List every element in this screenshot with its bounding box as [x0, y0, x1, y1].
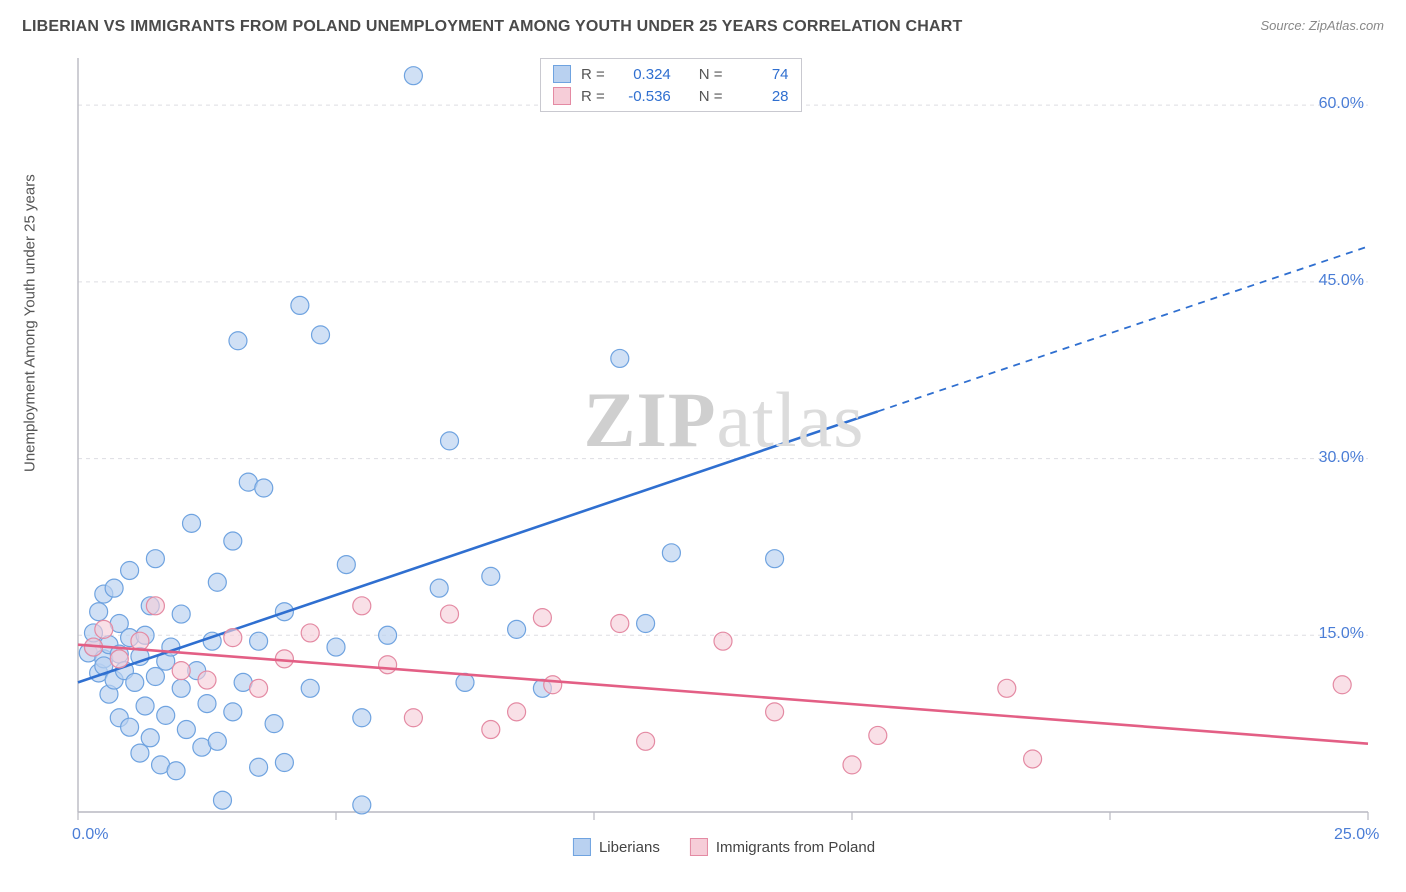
- page-title: LIBERIAN VS IMMIGRANTS FROM POLAND UNEMP…: [22, 18, 963, 36]
- series-legend: Liberians Immigrants from Poland: [573, 838, 875, 856]
- y-tick-label: 15.0%: [1294, 625, 1364, 643]
- stats-row-series-1: R = -0.536 N = 28: [553, 85, 789, 107]
- y-tick-label: 45.0%: [1294, 272, 1364, 290]
- correlation-chart: Unemployment Among Youth under 25 years …: [22, 52, 1384, 892]
- x-tick-label: 25.0%: [1334, 826, 1379, 844]
- legend-item-series-0: Liberians: [573, 838, 660, 856]
- x-tick-label: 0.0%: [72, 826, 108, 844]
- swatch-series-0: [553, 65, 571, 83]
- plot-area: ZIPatlas R = 0.324 N = 74 R = -0.536 N =…: [74, 52, 1374, 852]
- swatch-series-1: [690, 838, 708, 856]
- legend-item-series-1: Immigrants from Poland: [690, 838, 875, 856]
- source-attribution: Source: ZipAtlas.com: [1260, 18, 1384, 33]
- stats-row-series-0: R = 0.324 N = 74: [553, 63, 789, 85]
- swatch-series-0: [573, 838, 591, 856]
- y-axis-label: Unemployment Among Youth under 25 years: [22, 174, 39, 472]
- y-tick-label: 60.0%: [1294, 95, 1364, 113]
- y-tick-label: 30.0%: [1294, 449, 1364, 467]
- stats-legend: R = 0.324 N = 74 R = -0.536 N = 28: [540, 58, 802, 112]
- swatch-series-1: [553, 87, 571, 105]
